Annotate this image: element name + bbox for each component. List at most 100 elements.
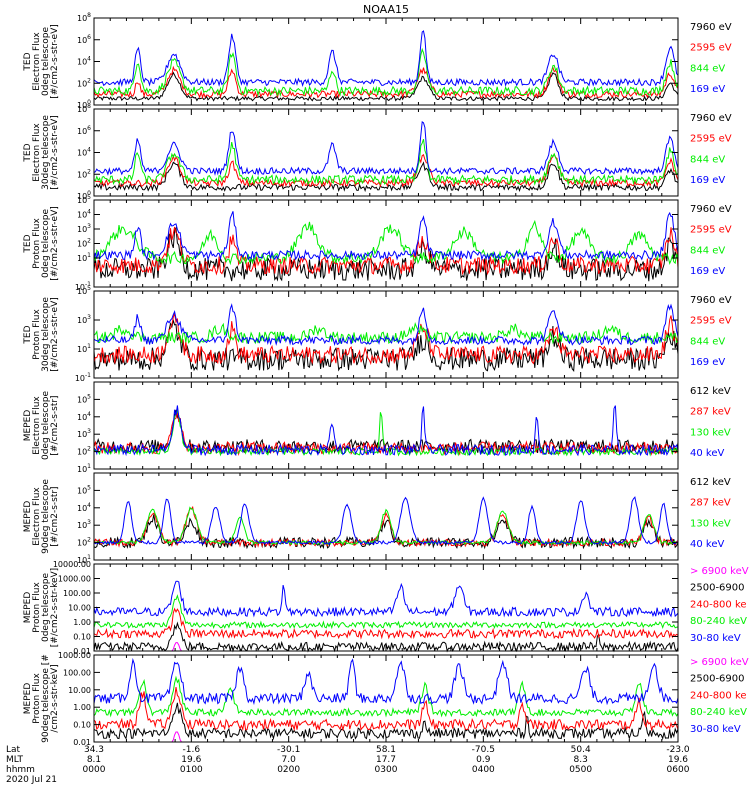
legend-entry: 2595 eV: [690, 316, 732, 327]
y-tick-label: 1000.00: [58, 575, 91, 584]
series-line: [93, 226, 679, 282]
y-tick-exponent: 6: [87, 125, 91, 132]
series-line: [93, 30, 679, 88]
y-axis-label-line: 30deg telescope: [41, 297, 51, 372]
y-axis-label-line: Proton Flux: [32, 582, 42, 633]
y-axis-label-line: Proton Flux: [32, 673, 42, 724]
y-axis-label-line: MEPED: [23, 410, 33, 442]
panel-8: 0.01 0.10 1.00 10.00 100.00 1000.00 MEPED Proto…: [23, 651, 749, 747]
y-axis-label-line: Electron Flux: [32, 32, 42, 91]
legend-entry: 7960 eV: [690, 295, 732, 306]
series-line: [93, 514, 679, 550]
y-tick-label: 103: [77, 428, 91, 439]
legend-entry: 169 eV: [690, 175, 725, 186]
y-tick-label: 106: [77, 34, 91, 45]
legend-entry: 844 eV: [690, 245, 725, 256]
y-axis-label-line: [#/cm2-s-str-eV]: [50, 115, 60, 190]
footer-label-hhmm: hhmm: [6, 765, 35, 775]
panel-frame: [93, 381, 679, 470]
legend-entry: 7960 eV: [690, 22, 732, 33]
panel-3: 10-1 101 102 103 104 105 TED Proton Flux 0deg te…: [23, 194, 732, 292]
y-axis-label-line: 90deg telescope [#: [41, 654, 51, 743]
y-tick-label: 102: [77, 238, 91, 249]
y-tick-exponent: 1: [87, 343, 91, 350]
y-tick-label: 10000.00: [53, 560, 91, 569]
y-axis-label-line: Electron Flux: [32, 396, 42, 455]
y-axis-label-line: /cm2-s-str-keV]: [50, 664, 60, 732]
y-tick-label: 0.01: [73, 738, 91, 747]
y-tick-label: 104: [77, 56, 91, 67]
legend-entry: 844 eV: [690, 63, 725, 74]
y-tick-label: 105: [77, 194, 91, 205]
legend-entry: 40 keV: [690, 539, 724, 550]
y-tick-label: 10-1: [75, 372, 91, 383]
x-label-mlt: 0.9: [476, 755, 491, 765]
y-axis-label-line: [#/cm2-s-str]: [50, 395, 60, 455]
panel-5: 101 102 103 104 105 MEPED Electron Flux 0deg te…: [23, 381, 731, 474]
legend-entry: 130 keV: [690, 518, 731, 529]
series-line: [93, 313, 679, 365]
legend-entry: 240-800 ke: [690, 690, 747, 701]
legend-entry: > 6900 keV: [690, 657, 749, 668]
panel-4: 10-1 101 103 105 TED Proton Flux 30deg telesco…: [23, 285, 732, 383]
y-tick-exponent: 6: [87, 34, 91, 41]
y-tick-exponent: 5: [87, 393, 91, 400]
y-tick-label: 100: [77, 190, 91, 201]
footer-label-mlt: MLT: [6, 755, 24, 765]
y-tick-label: 102: [77, 537, 91, 548]
y-tick-exponent: 0: [87, 190, 91, 197]
x-label-mlt: 8.1: [87, 755, 101, 765]
y-axis-label-line: 0deg telescope: [41, 209, 51, 279]
legend-entry: 80-240 keV: [690, 707, 747, 718]
y-tick-label: 10.00: [68, 686, 91, 695]
y-tick-label: 103: [77, 314, 91, 325]
series-line: [93, 47, 679, 98]
y-axis-label-line: 90deg telescope: [41, 479, 51, 554]
y-tick-label: 108: [77, 12, 91, 23]
series-line: [93, 687, 679, 732]
y-tick-exponent: 4: [87, 147, 91, 154]
y-tick-label: 101: [77, 554, 91, 565]
y-tick-label: 106: [77, 125, 91, 136]
x-label-lat: -30.1: [277, 745, 300, 755]
x-label-hhmm: 0300: [375, 765, 398, 775]
legend-entry: 130 keV: [690, 427, 731, 438]
y-axis-label-line: 0deg telescope: [41, 27, 51, 97]
series-line: [93, 702, 679, 741]
y-tick-exponent: 2: [87, 168, 91, 175]
y-tick-label: 104: [77, 411, 91, 422]
series-line: [93, 496, 679, 546]
series-line: [93, 226, 679, 276]
panel-1: 100 102 104 106 108 TED Electron Flux 0deg tele…: [23, 12, 732, 110]
x-label-lat: -1.6: [183, 745, 201, 755]
y-tick-exponent: 4: [87, 209, 91, 216]
y-axis-label-line: Electron Flux: [32, 487, 42, 546]
y-tick-label: 100: [77, 99, 91, 110]
y-tick-exponent: 1: [87, 252, 91, 259]
x-label-hhmm: 0200: [277, 765, 300, 775]
y-tick-exponent: 2: [87, 537, 91, 544]
y-axis-label-line: TED: [23, 143, 33, 162]
y-tick-label: 101: [77, 252, 91, 263]
legend-entry: 30-80 keV: [690, 633, 741, 644]
y-tick-label: 0.10: [73, 633, 91, 642]
series-line: [93, 405, 679, 457]
x-label-mlt: 7.0: [282, 755, 297, 765]
y-tick-label: 102: [77, 168, 91, 179]
legend-entry: 80-240 keV: [690, 616, 747, 627]
legend-entry: 7960 eV: [690, 113, 732, 124]
panel-frame: [93, 290, 679, 379]
series-line: [93, 594, 679, 630]
x-label-mlt: 19.6: [181, 755, 201, 765]
y-tick-exponent: 4: [87, 502, 91, 509]
y-axis-label-line: MEPED: [23, 501, 33, 533]
legend-entry: > 6900 keV: [690, 566, 749, 577]
y-tick-exponent: 2: [87, 77, 91, 84]
x-label-mlt: 19.6: [668, 755, 688, 765]
series-line: [93, 65, 679, 100]
y-tick-label: 102: [77, 77, 91, 88]
series-line: [93, 318, 679, 372]
y-tick-exponent: 5: [87, 194, 91, 201]
y-axis-label-line: [#/cm2-s-str-eV]: [50, 24, 60, 99]
x-label-lat: -23.0: [666, 745, 690, 755]
